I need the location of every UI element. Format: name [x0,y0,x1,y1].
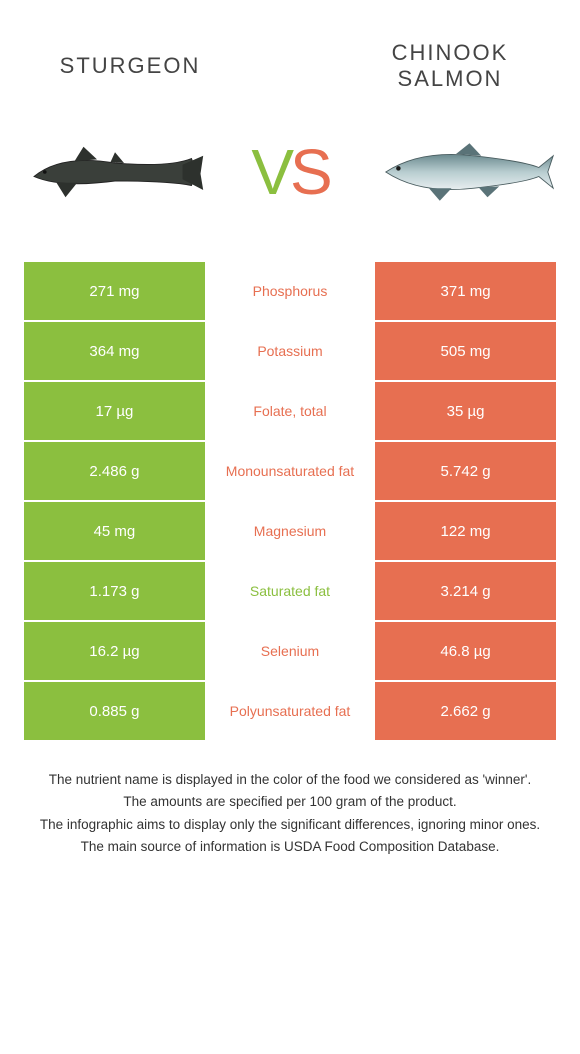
footnote-4: The main source of information is USDA F… [24,837,556,857]
nutrient-row: 364 mgPotassium505 mg [24,322,556,382]
nutrient-row: 16.2 µgSelenium46.8 µg [24,622,556,682]
value-right: 122 mg [375,502,556,562]
value-left: 0.885 g [24,682,205,742]
nutrient-row: 1.173 gSaturated fat3.214 g [24,562,556,622]
title-left: STURGEON [30,53,230,79]
value-right: 5.742 g [375,442,556,502]
sturgeon-image [20,112,210,232]
vs-v: V [251,136,290,208]
value-right: 505 mg [375,322,556,382]
nutrient-label: Magnesium [205,502,375,562]
nutrient-row: 271 mgPhosphorus371 mg [24,262,556,322]
header: STURGEON CHINOOK SALMON [0,0,580,102]
nutrient-row: 0.885 gPolyunsaturated fat2.662 g [24,682,556,742]
nutrient-label: Monounsaturated fat [205,442,375,502]
nutrient-table: 271 mgPhosphorus371 mg364 mgPotassium505… [24,262,556,742]
footnote-2: The amounts are specified per 100 gram o… [24,792,556,812]
vs-label: VS [251,135,328,209]
value-right: 2.662 g [375,682,556,742]
nutrient-row: 17 µgFolate, total35 µg [24,382,556,442]
nutrient-row: 2.486 gMonounsaturated fat5.742 g [24,442,556,502]
value-right: 35 µg [375,382,556,442]
value-left: 271 mg [24,262,205,322]
salmon-image [370,112,560,232]
nutrient-label: Folate, total [205,382,375,442]
footnote-3: The infographic aims to display only the… [24,815,556,835]
hero-row: VS [0,102,580,262]
nutrient-label: Saturated fat [205,562,375,622]
value-left: 1.173 g [24,562,205,622]
value-left: 2.486 g [24,442,205,502]
value-right: 3.214 g [375,562,556,622]
value-left: 17 µg [24,382,205,442]
value-left: 16.2 µg [24,622,205,682]
value-left: 45 mg [24,502,205,562]
nutrient-label: Polyunsaturated fat [205,682,375,742]
value-right: 46.8 µg [375,622,556,682]
vs-s: S [290,136,329,208]
nutrient-row: 45 mgMagnesium122 mg [24,502,556,562]
nutrient-label: Selenium [205,622,375,682]
footnote-1: The nutrient name is displayed in the co… [24,770,556,790]
value-left: 364 mg [24,322,205,382]
footnotes: The nutrient name is displayed in the co… [0,742,580,857]
value-right: 371 mg [375,262,556,322]
nutrient-label: Potassium [205,322,375,382]
title-right: CHINOOK SALMON [350,40,550,92]
nutrient-label: Phosphorus [205,262,375,322]
